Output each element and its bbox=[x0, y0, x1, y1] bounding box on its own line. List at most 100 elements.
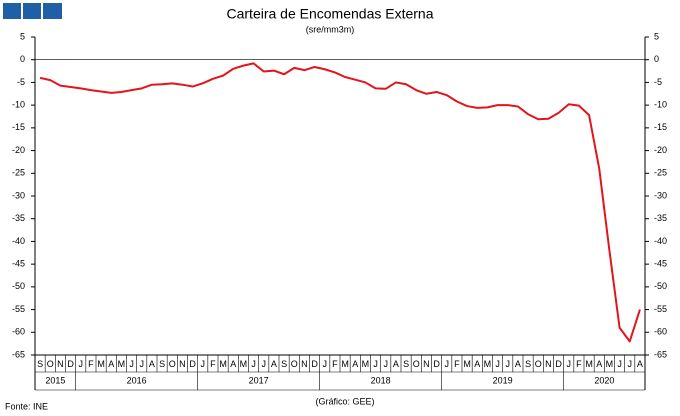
x-tick-label: O bbox=[291, 359, 298, 369]
y-tick-label: -40 bbox=[12, 236, 25, 246]
y-tick-label: -45 bbox=[12, 259, 25, 269]
y-tick-label: -60 bbox=[654, 327, 667, 337]
x-tick-label: S bbox=[159, 359, 165, 369]
x-tick-label: N bbox=[545, 359, 552, 369]
logo-block bbox=[3, 3, 21, 19]
x-tick-label: J bbox=[495, 359, 500, 369]
x-tick-label: J bbox=[373, 359, 378, 369]
y-tick-label: -40 bbox=[654, 236, 667, 246]
x-tick-label: J bbox=[323, 359, 328, 369]
x-tick-label: M bbox=[463, 359, 471, 369]
x-tick-label: J bbox=[617, 359, 622, 369]
x-tick-label: D bbox=[67, 359, 74, 369]
y-tick-label: -10 bbox=[12, 100, 25, 110]
x-tick-label: J bbox=[445, 359, 450, 369]
x-tick-label: A bbox=[352, 359, 358, 369]
y-tick-label: -15 bbox=[654, 122, 667, 132]
x-tick-label: J bbox=[262, 359, 267, 369]
x-tick-label: S bbox=[281, 359, 287, 369]
x-tick-label: A bbox=[108, 359, 114, 369]
x-tick-label: O bbox=[413, 359, 420, 369]
x-tick-label: N bbox=[179, 359, 186, 369]
x-tick-label: D bbox=[189, 359, 196, 369]
x-tick-label: J bbox=[506, 359, 511, 369]
y-tick-label: -5 bbox=[17, 77, 25, 87]
x-tick-label: J bbox=[129, 359, 134, 369]
y-tick-label: -60 bbox=[12, 327, 25, 337]
x-tick-label: O bbox=[169, 359, 176, 369]
x-tick-label: F bbox=[576, 359, 582, 369]
y-tick-label: 0 bbox=[20, 54, 25, 64]
year-label: 2020 bbox=[594, 375, 614, 385]
y-tick-label: -5 bbox=[654, 77, 662, 87]
year-label: 2015 bbox=[45, 375, 65, 385]
x-tick-label: M bbox=[585, 359, 593, 369]
x-tick-label: S bbox=[403, 359, 409, 369]
y-tick-label: -10 bbox=[654, 100, 667, 110]
y-tick-label: -30 bbox=[654, 190, 667, 200]
x-tick-label: O bbox=[47, 359, 54, 369]
x-tick-label: J bbox=[628, 359, 633, 369]
x-tick-label: A bbox=[230, 359, 236, 369]
x-tick-label: S bbox=[37, 359, 43, 369]
y-tick-label: -35 bbox=[654, 213, 667, 223]
y-tick-label: -25 bbox=[654, 168, 667, 178]
x-tick-label: M bbox=[219, 359, 227, 369]
year-label: 2018 bbox=[371, 375, 391, 385]
x-tick-label: D bbox=[311, 359, 318, 369]
x-tick-label: J bbox=[140, 359, 145, 369]
x-tick-label: J bbox=[384, 359, 389, 369]
x-tick-label: A bbox=[515, 359, 521, 369]
x-tick-label: M bbox=[97, 359, 105, 369]
x-tick-label: M bbox=[606, 359, 614, 369]
x-tick-label: F bbox=[454, 359, 460, 369]
y-tick-label: -20 bbox=[654, 145, 667, 155]
x-tick-label: M bbox=[341, 359, 349, 369]
y-tick-label: -30 bbox=[12, 190, 25, 200]
x-tick-label: A bbox=[637, 359, 643, 369]
y-tick-label: -35 bbox=[12, 213, 25, 223]
y-tick-label: -20 bbox=[12, 145, 25, 155]
chart-title: Carteira de Encomendas Externa bbox=[227, 6, 434, 22]
year-label: 2016 bbox=[127, 375, 147, 385]
x-tick-label: J bbox=[201, 359, 206, 369]
x-tick-label: M bbox=[118, 359, 126, 369]
x-tick-label: F bbox=[88, 359, 94, 369]
y-tick-label: -55 bbox=[12, 304, 25, 314]
x-tick-label: M bbox=[484, 359, 492, 369]
x-tick-label: A bbox=[474, 359, 480, 369]
x-tick-label: D bbox=[433, 359, 440, 369]
x-tick-label: A bbox=[596, 359, 602, 369]
y-tick-label: 5 bbox=[20, 31, 25, 41]
x-tick-label: J bbox=[79, 359, 84, 369]
y-tick-label: -15 bbox=[12, 122, 25, 132]
logo-block bbox=[23, 3, 41, 19]
data-line bbox=[39, 62, 641, 343]
y-tick-label: 0 bbox=[654, 54, 659, 64]
x-tick-label: A bbox=[271, 359, 277, 369]
x-tick-label: M bbox=[362, 359, 370, 369]
y-tick-label: -65 bbox=[654, 349, 667, 359]
x-tick-label: A bbox=[149, 359, 155, 369]
x-tick-label: F bbox=[332, 359, 338, 369]
logo-block bbox=[43, 3, 62, 19]
x-tick-label: J bbox=[567, 359, 572, 369]
x-tick-label: F bbox=[210, 359, 216, 369]
x-tick-label: M bbox=[240, 359, 248, 369]
y-tick-label: -55 bbox=[654, 304, 667, 314]
x-tick-label: O bbox=[535, 359, 542, 369]
y-tick-label: -50 bbox=[12, 281, 25, 291]
year-label: 2017 bbox=[249, 375, 269, 385]
chart-subtitle: (sre/mm3m) bbox=[306, 24, 355, 34]
x-tick-label: N bbox=[301, 359, 308, 369]
y-tick-label: 5 bbox=[654, 31, 659, 41]
source: Fonte: INE bbox=[5, 401, 48, 411]
x-tick-label: S bbox=[525, 359, 531, 369]
y-tick-label: -65 bbox=[12, 349, 25, 359]
y-tick-label: -50 bbox=[654, 281, 667, 291]
x-tick-label: A bbox=[393, 359, 399, 369]
y-tick-label: -45 bbox=[654, 259, 667, 269]
x-tick-label: N bbox=[423, 359, 430, 369]
y-tick-label: -25 bbox=[12, 168, 25, 178]
